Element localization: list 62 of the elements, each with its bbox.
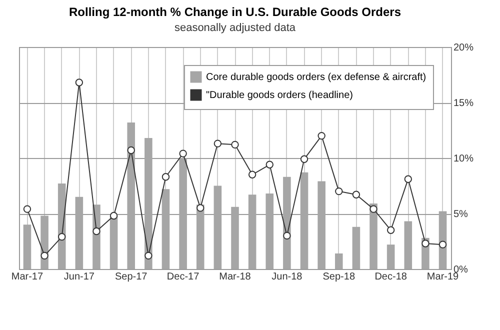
point [75, 78, 84, 86]
point [214, 140, 222, 148]
bar [248, 194, 256, 269]
point [110, 212, 118, 220]
x-tick-label: Sep-17 [114, 272, 148, 282]
point [231, 140, 239, 149]
bar [23, 224, 32, 269]
point [335, 187, 343, 196]
point [386, 226, 395, 234]
chart-title: Rolling 12-month % Change in U.S. Durable Goods Orders [68, 5, 402, 19]
x-tick-label: Jun-17 [64, 272, 95, 282]
bar [300, 172, 308, 269]
y-tick-label: 10% [454, 154, 474, 164]
bar [438, 211, 447, 269]
bar [352, 226, 360, 269]
point [127, 146, 135, 154]
point [92, 227, 100, 236]
point [40, 252, 48, 260]
point [144, 252, 152, 260]
x-tick-label: Dec-18 [374, 272, 408, 282]
point [162, 173, 170, 181]
point [404, 175, 412, 183]
point [283, 232, 291, 240]
bar [214, 186, 222, 269]
point [266, 160, 274, 169]
x-tick-label: Jun-18 [272, 272, 303, 282]
bar [162, 189, 170, 269]
y-tick-label: 5% [454, 209, 468, 220]
x-tick-label: Sep-18 [322, 272, 356, 282]
bar [386, 244, 395, 269]
point [300, 155, 308, 163]
point [196, 204, 204, 212]
point [58, 232, 66, 241]
bar [179, 158, 187, 269]
x-tick-label: Mar-19 [426, 272, 460, 282]
bar [196, 204, 204, 269]
legend-label: "Durable goods orders (headline) [206, 90, 353, 101]
point [23, 205, 32, 213]
bar [231, 206, 239, 269]
chart-subtitle: seasonally adjusted data [174, 22, 296, 34]
bar [110, 216, 118, 269]
x-tick-label: Dec-17 [166, 272, 200, 282]
bar [404, 221, 412, 269]
bar [144, 138, 152, 269]
point [370, 205, 378, 213]
bar [127, 122, 136, 269]
y-tick-label: 20% [454, 42, 474, 54]
point [248, 170, 256, 178]
y-tick-label: 15% [454, 98, 474, 109]
point [422, 240, 430, 248]
bar [266, 194, 274, 269]
point [438, 240, 447, 248]
point [318, 132, 326, 140]
bar [370, 204, 378, 269]
legend-label: Core durable goods orders (ex defense & aircraft) [206, 72, 426, 83]
bar [75, 196, 84, 269]
bar [334, 253, 343, 269]
bar [318, 181, 326, 269]
x-tick-label: Mar-17 [11, 272, 44, 282]
x-tick-label: Mar-18 [219, 272, 252, 282]
point [179, 150, 187, 158]
point [352, 190, 360, 198]
